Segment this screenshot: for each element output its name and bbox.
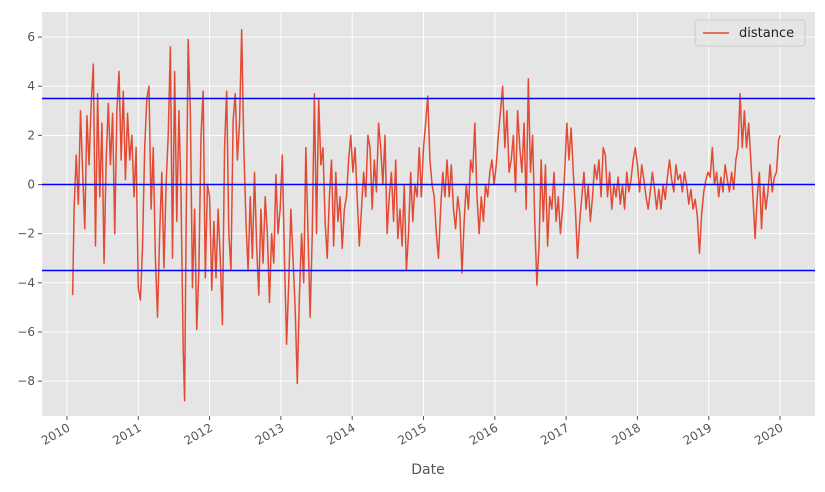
x-tick-label: 2017 bbox=[538, 420, 571, 447]
x-tick-label: 2016 bbox=[467, 420, 500, 447]
y-tick-label: 2 bbox=[27, 128, 35, 142]
y-tick-label: 4 bbox=[27, 79, 35, 93]
x-tick-label: 2011 bbox=[110, 420, 143, 447]
y-tick-label: −6 bbox=[17, 325, 35, 339]
x-tick-label: 2019 bbox=[681, 420, 714, 447]
plot-area bbox=[42, 12, 815, 416]
x-tick-label: 2010 bbox=[39, 420, 72, 447]
x-tick-label: 2013 bbox=[253, 420, 286, 447]
x-tick-label: 2015 bbox=[396, 420, 429, 447]
y-tick-label: −8 bbox=[17, 374, 35, 388]
x-tick-label: 2014 bbox=[324, 420, 357, 447]
x-tick-label: 2018 bbox=[609, 420, 642, 447]
legend-label: distance bbox=[739, 26, 794, 41]
y-tick-label: 6 bbox=[27, 30, 35, 44]
x-tick-label: 2020 bbox=[752, 420, 785, 447]
x-tick-label: 2012 bbox=[182, 420, 215, 447]
x-axis-label: Date bbox=[411, 462, 444, 478]
data-line bbox=[71, 28, 781, 402]
y-tick-label: −4 bbox=[17, 276, 35, 290]
legend-box bbox=[694, 19, 806, 47]
y-tick-label: −2 bbox=[17, 227, 35, 241]
y-tick-label: 0 bbox=[27, 178, 35, 192]
